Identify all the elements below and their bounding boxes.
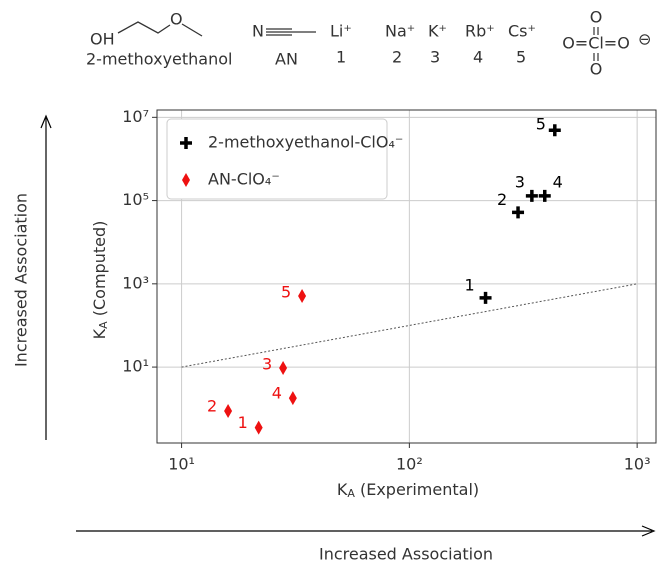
marker (512, 206, 525, 219)
x-tick-label: 10² (396, 455, 423, 474)
x-label-symbol: K (337, 480, 348, 499)
ion-number: 5 (516, 48, 526, 67)
marker (525, 189, 538, 202)
marker (224, 404, 233, 419)
y-tick-label: 10¹ (122, 357, 149, 376)
legend-marker (182, 173, 190, 187)
marker (548, 124, 561, 137)
plot-frame (156, 109, 657, 444)
label: N (252, 22, 264, 41)
marker (254, 420, 263, 435)
ion: Cs⁺ (508, 22, 536, 41)
x-label-text: (Experimental) (355, 480, 479, 499)
ion: K⁺ (428, 22, 447, 41)
legend-box (166, 118, 388, 200)
atom: O (590, 8, 603, 27)
atom: O=Cl=O (562, 34, 630, 53)
ion: Na⁺ (385, 22, 415, 41)
ion-number: 3 (430, 48, 440, 67)
y-label-text: (Computed) (90, 221, 109, 322)
y-label-symbol: K (90, 328, 109, 339)
point-label: 1 (464, 275, 474, 294)
point-label: 3 (262, 355, 272, 374)
point-label: 2 (207, 397, 217, 416)
x-label-subscript: A (347, 487, 355, 500)
x-axis-label: KA (Experimental) (337, 480, 479, 501)
x-tick-label: 10¹ (168, 455, 195, 474)
marker (279, 361, 288, 376)
label: O (170, 10, 183, 29)
y-axis-label: KA (Computed) (90, 221, 111, 340)
y-tick-label: 10⁷ (122, 107, 149, 126)
legend-label: 2-methoxyethanol-ClO₄⁻ (208, 133, 403, 152)
label: AN (275, 50, 298, 69)
arrows (40, 114, 656, 537)
label: 2-methoxyethanol (86, 50, 232, 69)
point-label: 1 (238, 413, 248, 432)
bond (117, 21, 171, 34)
y-label-subscript: A (97, 321, 110, 329)
bond (266, 28, 316, 36)
reference-line (181, 283, 638, 368)
marker (479, 291, 492, 304)
charge: ⊖ (638, 30, 651, 49)
point-label: 4 (553, 172, 563, 191)
y-tick-label: 10³ (122, 273, 149, 292)
point-label: 2 (497, 190, 507, 209)
ion-number: 2 (392, 48, 402, 67)
bond (181, 23, 203, 37)
atom: O (590, 60, 603, 79)
point-label: 5 (281, 283, 291, 302)
marker (298, 289, 307, 304)
ion: Li⁺ (330, 22, 352, 41)
point-label: 5 (536, 115, 546, 134)
legend-marker (180, 137, 192, 149)
annotation: Increased Association (12, 193, 31, 367)
x-tick-label: 10³ (624, 455, 651, 474)
ion-number: 4 (473, 48, 483, 67)
bond (593, 27, 599, 61)
ion: Rb⁺ (465, 22, 495, 41)
header: OH O 2-methoxyethanol N AN Li⁺ Na⁺ K⁺ Rb… (86, 8, 651, 79)
ion-number: 1 (336, 48, 346, 67)
marker (538, 189, 551, 202)
annotation: Increased Association (319, 545, 493, 564)
marker (288, 391, 297, 406)
point-label: 4 (272, 384, 282, 403)
label: OH (90, 30, 115, 49)
y-tick-label: 10⁵ (122, 190, 149, 209)
point-label: 3 (515, 172, 525, 191)
legend-label: AN-ClO₄⁻ (208, 170, 280, 189)
